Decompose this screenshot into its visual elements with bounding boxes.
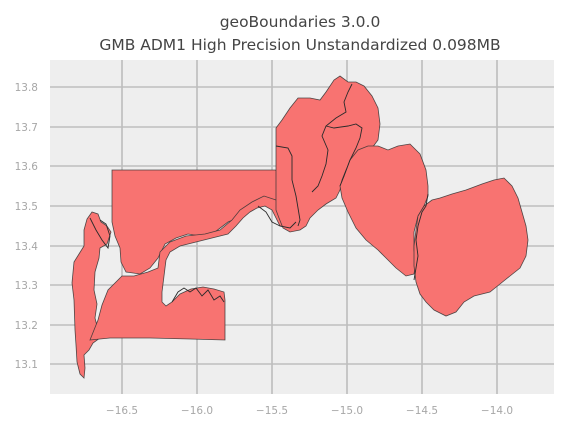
x-tick-label: −15.0 (331, 405, 363, 417)
internal-boundary (413, 193, 429, 281)
region-central-river[interactable] (275, 75, 381, 233)
y-tick-label: 13.5 (15, 201, 38, 213)
y-tick-label: 13.6 (15, 161, 39, 173)
y-tick-label: 13.8 (15, 82, 38, 94)
x-tick-label: −15.5 (256, 405, 288, 417)
internal-boundary (171, 287, 225, 303)
map-title: geoBoundaries 3.0.0 (220, 13, 381, 31)
map-subtitle: GMB ADM1 High Precision Unstandardized 0… (99, 36, 500, 54)
region-central-east[interactable] (339, 143, 429, 277)
y-tick-label: 13.1 (15, 359, 38, 371)
y-tick-label: 13.2 (15, 320, 38, 332)
x-tick-label: −16.5 (106, 405, 138, 417)
y-tick-label: 13.7 (15, 122, 38, 134)
internal-boundary (275, 145, 301, 227)
internal-boundary (89, 217, 111, 250)
internal-boundary (257, 205, 297, 229)
y-axis-ticks: 13.8 13.7 13.6 13.5 13.4 13.3 13.2 13.1 (15, 82, 39, 371)
x-axis-ticks: −16.5 −16.0 −15.5 −15.0 −14.5 −14.0 (106, 405, 513, 417)
x-tick-label: −14.5 (406, 405, 438, 417)
y-tick-label: 13.3 (15, 280, 38, 292)
x-tick-label: −16.0 (181, 405, 213, 417)
region-upper-river[interactable] (413, 177, 529, 317)
internal-boundary (311, 83, 353, 193)
y-tick-label: 13.4 (15, 241, 39, 253)
internal-boundary (325, 123, 363, 187)
gambia-adm1-regions (71, 75, 529, 379)
x-tick-label: −14.0 (481, 405, 513, 417)
